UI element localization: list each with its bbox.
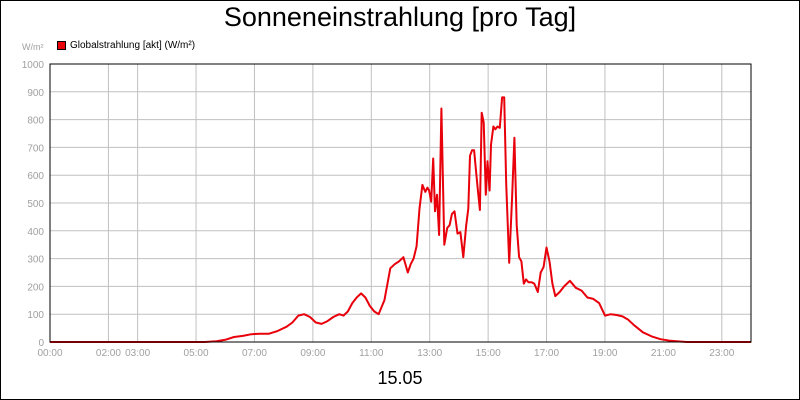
- y-tick-label: 0: [38, 338, 44, 349]
- x-tick-label: 21:00: [651, 348, 676, 359]
- x-tick-label: 03:00: [125, 348, 150, 359]
- y-tick-label: 500: [27, 199, 44, 210]
- y-tick-label: 300: [27, 255, 44, 266]
- x-tick-label: 02:00: [96, 348, 121, 359]
- x-tick-label: 19:00: [592, 348, 617, 359]
- plot-border: [49, 63, 752, 343]
- y-tick-label: 800: [27, 116, 44, 127]
- y-tick-label: 600: [27, 171, 44, 182]
- x-tick-label: 13:00: [417, 348, 442, 359]
- legend-swatch: [57, 40, 66, 50]
- y-tick-label: 100: [27, 310, 44, 321]
- legend-label: Globalstrahlung [akt] (W/m²): [70, 39, 196, 51]
- y-tick-label: 700: [27, 143, 44, 154]
- y-tick-label: 900: [27, 88, 44, 99]
- x-tick-label: 17:00: [534, 348, 559, 359]
- y-axis-unit-label: W/m²: [22, 42, 44, 52]
- x-tick-label: 15:00: [476, 348, 501, 359]
- grid-layer: [50, 64, 751, 342]
- x-tick-label: 07:00: [242, 348, 267, 359]
- y-tick-label: 1000: [22, 60, 45, 71]
- y-tick-label: 200: [27, 282, 44, 293]
- x-tick-label: 00:00: [37, 348, 62, 359]
- x-tick-label: 23:00: [709, 348, 734, 359]
- chart-title: Sonneneinstrahlung [pro Tag]: [223, 2, 577, 32]
- date-label: 15.05: [377, 368, 423, 388]
- legend: Globalstrahlung [akt] (W/m²): [57, 38, 195, 52]
- series-layer: [50, 96, 751, 343]
- series-line-0: [50, 96, 751, 343]
- x-tick-label: 09:00: [300, 348, 325, 359]
- x-tick-label: 11:00: [359, 348, 384, 359]
- x-tick-label: 05:00: [184, 348, 209, 359]
- tick-layer: 0 100 200 300 400 500 600 700 800 900 1000 00:00 02:…: [22, 60, 735, 359]
- y-tick-label: 400: [27, 227, 44, 238]
